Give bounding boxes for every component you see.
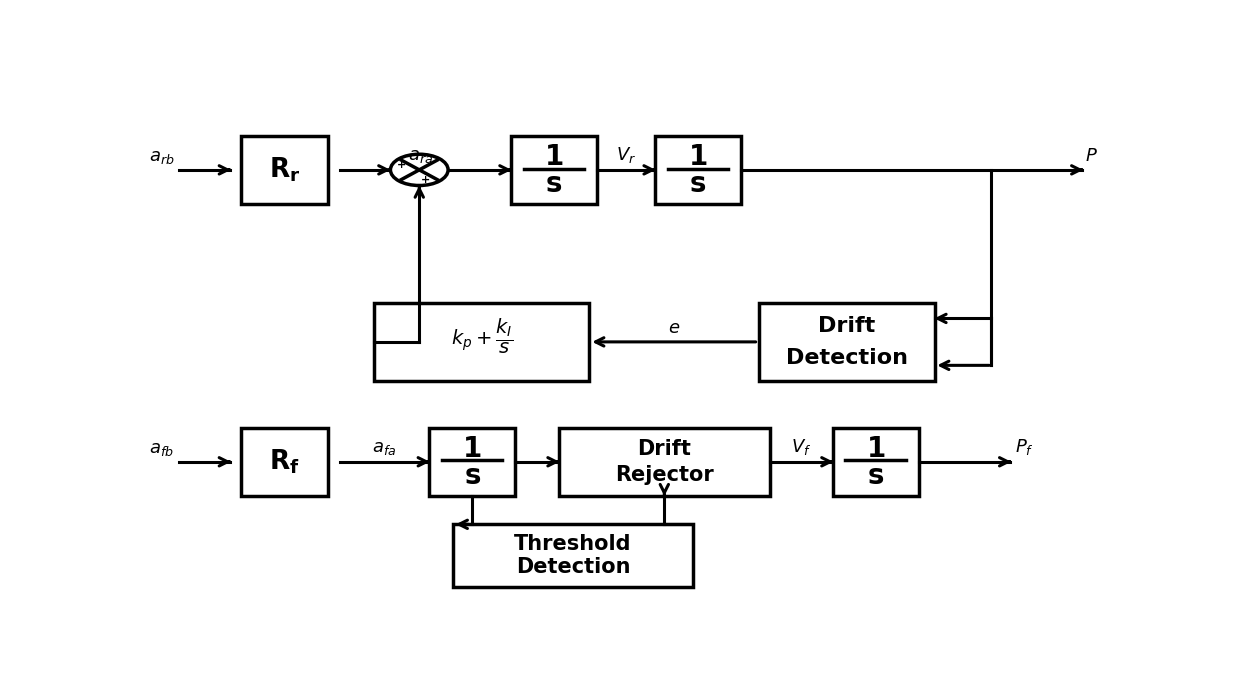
Text: $\mathbf{s}$: $\mathbf{s}$	[464, 463, 481, 490]
Text: Drift: Drift	[818, 316, 875, 336]
Text: $e$: $e$	[668, 319, 680, 336]
Text: $\mathbf{1}$: $\mathbf{1}$	[544, 144, 563, 171]
Text: $\mathbf{1}$: $\mathbf{1}$	[866, 436, 885, 463]
Text: Detection: Detection	[516, 557, 630, 577]
FancyBboxPatch shape	[655, 136, 742, 204]
Text: $\mathbf{s}$: $\mathbf{s}$	[546, 171, 563, 198]
Text: $a_{ra}$: $a_{ra}$	[408, 147, 433, 165]
Text: $\mathbf{s}$: $\mathbf{s}$	[689, 171, 707, 198]
FancyBboxPatch shape	[759, 303, 935, 381]
Text: $P$: $P$	[1085, 147, 1099, 165]
Text: Detection: Detection	[786, 347, 908, 368]
Text: $\mathit{\mathbf{R_f}}$: $\mathit{\mathbf{R_f}}$	[269, 447, 300, 476]
FancyBboxPatch shape	[374, 303, 589, 381]
Text: +: +	[397, 160, 405, 170]
FancyBboxPatch shape	[242, 428, 327, 496]
Text: $V_r$: $V_r$	[616, 145, 636, 165]
FancyBboxPatch shape	[453, 524, 693, 587]
Text: Drift: Drift	[637, 439, 691, 459]
FancyBboxPatch shape	[511, 136, 596, 204]
FancyBboxPatch shape	[559, 428, 770, 496]
FancyBboxPatch shape	[242, 136, 327, 204]
Text: $a_{rb}$: $a_{rb}$	[149, 148, 174, 166]
Text: Rejector: Rejector	[615, 465, 714, 485]
Text: $\mathbf{1}$: $\mathbf{1}$	[688, 144, 708, 171]
FancyBboxPatch shape	[832, 428, 919, 496]
FancyBboxPatch shape	[429, 428, 516, 496]
Text: $P_f$: $P_f$	[1016, 437, 1034, 456]
Text: +: +	[420, 175, 430, 185]
Circle shape	[391, 154, 448, 185]
Text: $\mathbf{s}$: $\mathbf{s}$	[867, 463, 884, 490]
Text: $a_{fa}$: $a_{fa}$	[372, 439, 397, 456]
Text: $a_{fb}$: $a_{fb}$	[149, 439, 174, 458]
Text: $\mathit{\mathbf{R_r}}$: $\mathit{\mathbf{R_r}}$	[269, 156, 300, 184]
Text: $\mathbf{1}$: $\mathbf{1}$	[463, 436, 482, 463]
Text: $k_p + \dfrac{k_I}{s}$: $k_p + \dfrac{k_I}{s}$	[450, 317, 513, 356]
Text: $V_f$: $V_f$	[791, 437, 811, 456]
Text: Threshold: Threshold	[515, 534, 632, 554]
